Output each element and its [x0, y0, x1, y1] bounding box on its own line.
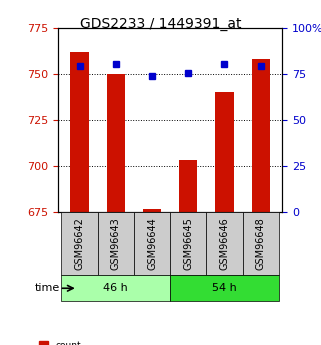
Legend: count, percentile rank within the sample: count, percentile rank within the sample	[35, 337, 212, 345]
Text: GDS2233 / 1449391_at: GDS2233 / 1449391_at	[80, 17, 241, 31]
FancyBboxPatch shape	[61, 212, 98, 275]
Text: 46 h: 46 h	[103, 283, 128, 293]
Text: GSM96643: GSM96643	[111, 217, 121, 270]
FancyBboxPatch shape	[170, 212, 206, 275]
FancyBboxPatch shape	[206, 212, 243, 275]
Bar	[252, 59, 270, 212]
Bar	[107, 74, 125, 212]
Text: GSM96648: GSM96648	[256, 217, 266, 270]
Bar	[215, 92, 234, 212]
Bar	[61, 275, 170, 302]
FancyBboxPatch shape	[98, 212, 134, 275]
FancyBboxPatch shape	[243, 212, 279, 275]
Text: 54 h: 54 h	[212, 283, 237, 293]
Text: GSM96644: GSM96644	[147, 217, 157, 270]
Bar	[71, 51, 89, 212]
Text: GSM96642: GSM96642	[74, 217, 84, 270]
Text: GSM96645: GSM96645	[183, 217, 193, 270]
Bar	[143, 209, 161, 212]
Bar	[170, 275, 279, 302]
Text: GSM96646: GSM96646	[220, 217, 230, 270]
Bar	[179, 160, 197, 212]
Text: time: time	[34, 283, 60, 293]
FancyBboxPatch shape	[134, 212, 170, 275]
